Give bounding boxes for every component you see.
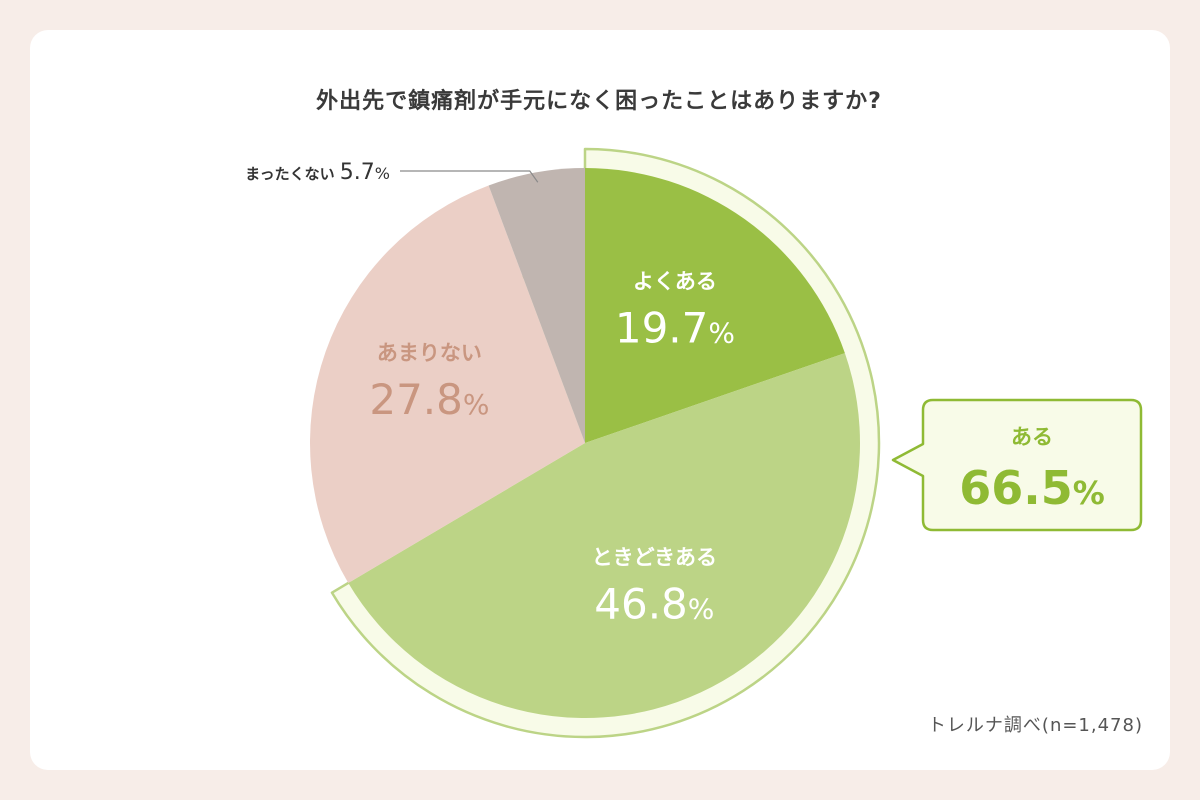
slice-value-number-0: 19.7 — [615, 304, 709, 353]
chart-title: 外出先で鎮痛剤が手元になく困ったことはありますか? — [316, 88, 882, 114]
slice-value-percent-3: % — [375, 164, 390, 183]
pie-chart: 外出先で鎮痛剤が手元になく困ったことはありますか? よくある 19.7% ときどきあ… — [245, 88, 1143, 739]
source-note: トレルナ調べ(n=1,478) — [928, 715, 1143, 736]
slice-value-number-1: 46.8 — [594, 580, 688, 629]
pie-slice-0 — [585, 168, 845, 443]
pie-slice-2 — [309, 185, 585, 583]
slice-label-3: まったくない 5.7% — [245, 160, 390, 185]
slice-label-1: ときどきある — [592, 546, 717, 570]
aru-callout-box — [891, 398, 1143, 532]
slice-label-2: あまりない — [377, 341, 482, 365]
slice-value-percent-0: % — [708, 317, 735, 350]
pie-slice-1 — [348, 353, 861, 719]
aru-callout-label: ある — [1011, 425, 1053, 449]
slice-value-0: 19.7% — [615, 304, 735, 353]
aru-callout-number: 66.5 — [959, 461, 1073, 515]
slice-label-0: よくある — [633, 270, 717, 294]
pie-slice-3 — [488, 168, 585, 443]
slice-value-number-3: 5.7 — [340, 160, 375, 185]
slice-label-text-3: まったくない — [245, 165, 340, 183]
slice-value-percent-1: % — [688, 593, 715, 626]
slice-value-1: 46.8% — [594, 580, 714, 629]
chart-card: 外出先で鎮痛剤が手元になく困ったことはありますか? よくある 19.7% ときどきあ… — [30, 30, 1170, 770]
slice-value-number-2: 27.8 — [369, 375, 463, 424]
leader-line — [400, 170, 539, 183]
aru-callout-percent: % — [1073, 474, 1105, 512]
slice-value-percent-2: % — [463, 388, 490, 421]
aru-callout-value: 66.5% — [959, 461, 1105, 515]
slice-value-2: 27.8% — [369, 375, 489, 424]
